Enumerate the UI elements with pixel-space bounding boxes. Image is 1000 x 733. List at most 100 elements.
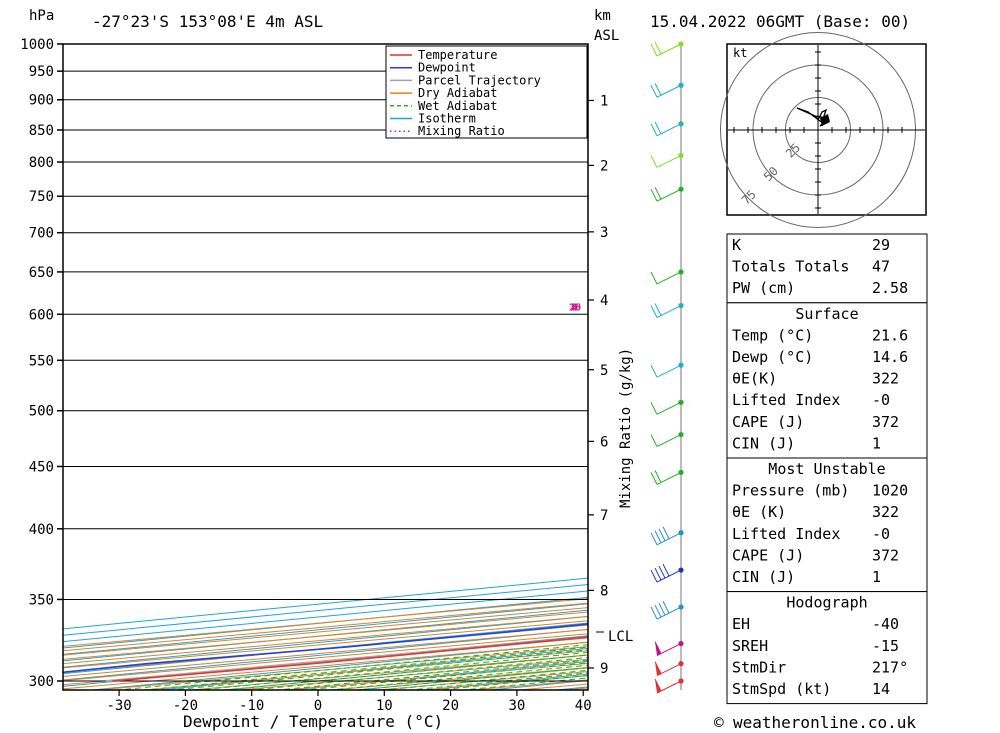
pressure-tick-label: 800 [29, 155, 54, 171]
legend-entry-label: Dewpoint [418, 61, 476, 75]
index-row-value: 47 [872, 258, 890, 276]
index-row-label: StmSpd (kt) [732, 680, 831, 698]
wind-barb-feather [662, 526, 670, 539]
km-tick-label: 6 [600, 434, 608, 450]
asl-unit-label: ASL [594, 28, 619, 44]
wind-barb-feather [650, 532, 658, 545]
location-title: -27°23'S 153°08'E 4m ASL [92, 12, 323, 31]
km-tick-label: 5 [600, 363, 608, 379]
index-panel-title: Hodograph [786, 594, 867, 612]
hodograph-trace [796, 107, 829, 127]
index-row-value: 1 [872, 568, 881, 586]
index-row-label: Dewp (°C) [732, 348, 813, 366]
index-row-label: SREH [732, 637, 768, 655]
wind-barb-feather [650, 305, 658, 318]
temperature-tick-label: -30 [106, 698, 131, 714]
pressure-tick-label: 700 [29, 226, 54, 242]
mixing-ratio-label: 2 [572, 302, 578, 313]
wind-barb-feather [650, 123, 658, 137]
temperature-tick-label: 30 [508, 698, 525, 714]
isotherm-line [63, 590, 588, 643]
pressure-tick-label: 400 [29, 522, 54, 538]
index-row-label: CIN (J) [732, 434, 795, 452]
index-panel [726, 591, 928, 705]
isotherm-line [63, 577, 588, 630]
pressure-tick-label: 650 [29, 265, 54, 281]
hodograph-unit-label: kt [733, 46, 747, 60]
wind-barb-feather [654, 470, 662, 483]
index-row-value: 2.58 [872, 279, 908, 297]
pressure-tick-label: 600 [29, 307, 54, 323]
plot-background [63, 44, 588, 690]
index-row-label: CAPE (J) [732, 546, 804, 564]
index-row-value: -0 [872, 391, 890, 409]
temperature-tick-label: 40 [575, 698, 592, 714]
index-row-label: Lifted Index [732, 525, 840, 543]
pressure-tick-label: 750 [29, 189, 54, 205]
wind-barb-feather [654, 41, 662, 55]
temperature-axis: -30 -20 -10 0 10 20 30 40 [106, 690, 592, 714]
index-row-value: 372 [872, 546, 899, 564]
index-row-label: EH [732, 615, 750, 633]
wind-barb-shaft [656, 271, 682, 285]
wind-barb-feather [654, 186, 662, 200]
index-row-value: 322 [872, 370, 899, 388]
index-table: K 29 Totals Totals 47 PW (cm) 2.58 Surface Temp… [726, 233, 928, 705]
index-row-value: 322 [872, 503, 899, 521]
pressure-tick-label: 350 [29, 592, 54, 608]
diagram-grid [63, 44, 588, 690]
legend-entry-label: Parcel Trajectory [418, 73, 541, 87]
km-tick-label: 4 [600, 293, 608, 309]
wind-barb-feather [662, 600, 670, 614]
wind-barb-feather [654, 604, 662, 618]
mixing-ratio-label: 3 [572, 302, 578, 313]
wind-barb-feather [654, 530, 662, 543]
km-tick-label: 3 [600, 225, 608, 241]
index-row-value: 21.6 [872, 326, 908, 344]
index-panel [726, 457, 928, 593]
pressure-tick-label: 850 [29, 123, 54, 139]
km-tick-label: 1 [600, 93, 608, 109]
mixing-ratio-axis-label: Mixing Ratio (g/kg) [618, 348, 634, 508]
wind-barb-feather [654, 641, 662, 654]
legend-entry-label: Wet Adiabat [418, 99, 497, 113]
pressure-tick-label: 500 [29, 404, 54, 420]
legend-entry-label: Isotherm [418, 112, 476, 126]
pressure-tick-label: 550 [29, 353, 54, 369]
wind-barb-shaft [656, 364, 682, 378]
hpa-unit-label: hPa [29, 8, 54, 24]
x-axis-label: Dewpoint / Temperature (°C) [183, 712, 443, 731]
index-row-value: 29 [872, 236, 890, 254]
wind-barb-shaft [656, 401, 682, 415]
index-row-label: Pressure (mb) [732, 482, 849, 500]
index-row-value: 372 [872, 413, 899, 431]
wind-barb-feather [658, 565, 666, 579]
wind-barb-feather [650, 43, 658, 57]
pressure-tick-label: 300 [29, 674, 54, 690]
wind-barb-feather [654, 303, 662, 316]
wind-barb-feather [650, 155, 658, 168]
wind-barb-feather [650, 402, 658, 415]
isotherm-line [63, 596, 588, 649]
index-row-value: 14 [872, 680, 890, 698]
index-row-label: Totals Totals [732, 258, 849, 276]
lcl-label: LCL [608, 629, 633, 645]
pressure-tick-label: 950 [29, 64, 54, 80]
index-row-label: Lifted Index [732, 391, 840, 409]
site-credit: weatheronline.co.uk [733, 713, 916, 732]
wind-barb-shaft [656, 155, 682, 168]
index-row-value: 14.6 [872, 348, 908, 366]
legend-entry-label: Dry Adiabat [418, 86, 497, 100]
wind-barb-column [650, 41, 684, 694]
wind-barb-feather [658, 528, 666, 541]
km-tick-label: 7 [600, 508, 608, 524]
km-tick-label: 8 [600, 583, 608, 599]
wind-barb-feather [650, 434, 658, 447]
copyright-symbol: © [714, 713, 724, 732]
index-row-value: 1020 [872, 482, 908, 500]
pressure-tick-label: 450 [29, 459, 54, 475]
